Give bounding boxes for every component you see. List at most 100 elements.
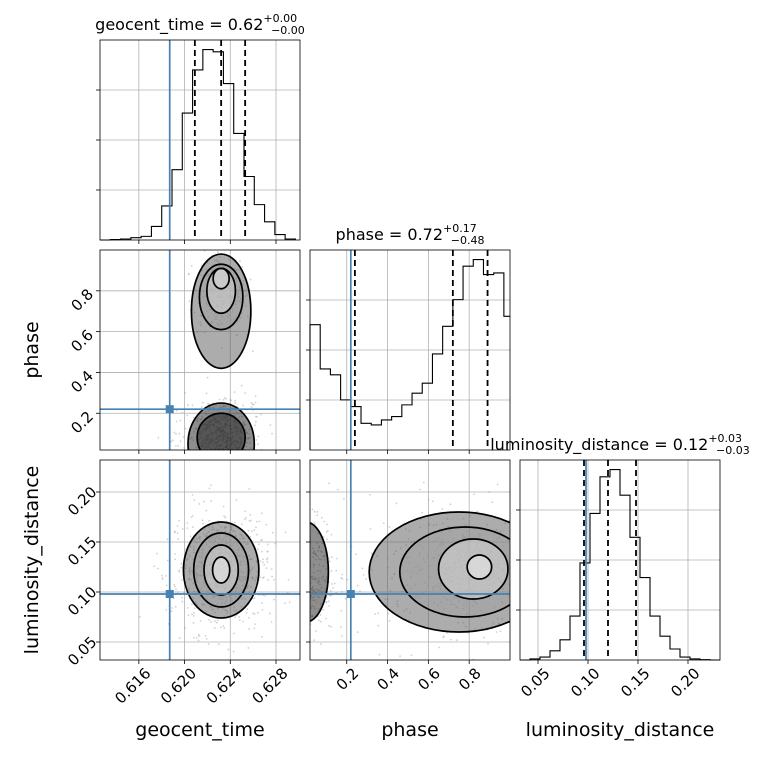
sample-point <box>302 504 304 506</box>
sample-point <box>214 479 216 481</box>
sample-point <box>300 638 302 640</box>
sample-point <box>191 603 193 606</box>
sample-point <box>304 556 306 558</box>
y-tick-label: 0.8 <box>67 285 97 315</box>
panel-content <box>100 246 300 521</box>
y-tick-label: 0.4 <box>67 367 97 397</box>
sample-point <box>290 553 292 555</box>
sample-point <box>242 404 244 407</box>
sample-point <box>306 572 308 574</box>
sample-point <box>184 392 186 394</box>
sample-point <box>189 535 192 538</box>
sample-point <box>170 440 173 443</box>
sample-point <box>307 607 309 609</box>
sample-point <box>219 480 221 482</box>
sample-point <box>438 646 441 649</box>
sample-point <box>549 587 551 589</box>
sample-point <box>193 607 196 610</box>
sample-point <box>558 569 560 571</box>
sample-point <box>382 522 385 525</box>
sample-point <box>291 605 293 607</box>
sample-point <box>284 531 287 534</box>
sample-point <box>217 474 219 476</box>
sample-point <box>491 501 494 504</box>
sample-point <box>262 576 265 579</box>
x-tick-label: 0.20 <box>667 664 703 700</box>
sample-point <box>174 553 176 555</box>
sample-point <box>254 420 257 423</box>
sample-point <box>228 451 230 453</box>
sample-point <box>179 440 182 443</box>
sample-point <box>369 528 372 530</box>
sample-point <box>340 609 343 612</box>
sample-point <box>387 612 390 615</box>
sample-point <box>546 586 548 588</box>
sample-point <box>284 526 286 528</box>
x-tick-label: 0.4 <box>374 664 404 694</box>
sample-point <box>252 403 255 406</box>
sample-point <box>292 601 294 603</box>
truth-marker <box>165 405 174 414</box>
sample-point <box>202 473 204 475</box>
sample-point <box>291 574 293 576</box>
sample-point <box>306 551 308 553</box>
sample-point <box>243 466 245 468</box>
sample-point <box>224 246 226 248</box>
x-tick-label: 0.620 <box>157 664 200 707</box>
sample-point <box>280 526 282 528</box>
sample-point <box>187 273 190 276</box>
title-minus: −0.00 <box>271 24 305 37</box>
sample-point <box>251 530 253 533</box>
sample-point <box>279 587 281 589</box>
sample-point <box>216 519 218 521</box>
sample-point <box>244 392 247 394</box>
sample-point <box>257 543 260 546</box>
sample-point <box>294 589 296 591</box>
sample-point <box>197 488 199 490</box>
sample-point <box>377 624 380 627</box>
contour-line <box>196 412 246 450</box>
sample-point <box>227 465 229 467</box>
sample-point <box>271 559 273 561</box>
sample-point <box>300 583 302 585</box>
sample-point <box>289 614 291 616</box>
sample-point <box>241 482 243 484</box>
sample-point <box>218 461 220 463</box>
sample-point <box>301 593 303 595</box>
sample-point <box>556 521 558 523</box>
sample-point <box>250 402 253 404</box>
sample-point <box>171 510 173 512</box>
sample-point <box>264 594 267 597</box>
sample-point <box>287 582 289 584</box>
sample-point <box>295 603 297 605</box>
sample-point <box>204 634 207 637</box>
panel-title-luminosity_distance: luminosity_distance = 0.12+0.03 −0.03 <box>490 432 750 457</box>
sample-point <box>295 623 297 625</box>
sample-point <box>209 453 211 455</box>
sample-point <box>240 384 243 387</box>
sample-point <box>306 574 308 576</box>
hist-panel-luminosity_distance: luminosity_distance = 0.12+0.03 −0.03 <box>490 432 750 664</box>
sample-point <box>248 520 251 522</box>
sample-point <box>530 573 532 575</box>
sample-point <box>306 583 308 585</box>
sample-point <box>225 397 227 400</box>
sample-point <box>220 452 222 454</box>
sample-point <box>522 564 524 566</box>
sample-point <box>190 516 193 519</box>
sample-point <box>261 550 263 553</box>
sample-point <box>521 495 523 497</box>
panel-geocent_time-vs-phase <box>96 246 301 521</box>
sample-point <box>254 623 256 626</box>
contour-line <box>203 544 240 596</box>
sample-point <box>301 570 303 572</box>
sample-point <box>200 475 202 477</box>
sample-point <box>205 509 208 512</box>
sample-point <box>239 260 241 263</box>
title-plus: +0.17 <box>443 222 477 235</box>
sample-point <box>290 669 292 671</box>
sample-point <box>210 621 212 623</box>
sample-point <box>292 565 294 567</box>
sample-point <box>174 605 177 608</box>
sample-point <box>305 546 307 548</box>
